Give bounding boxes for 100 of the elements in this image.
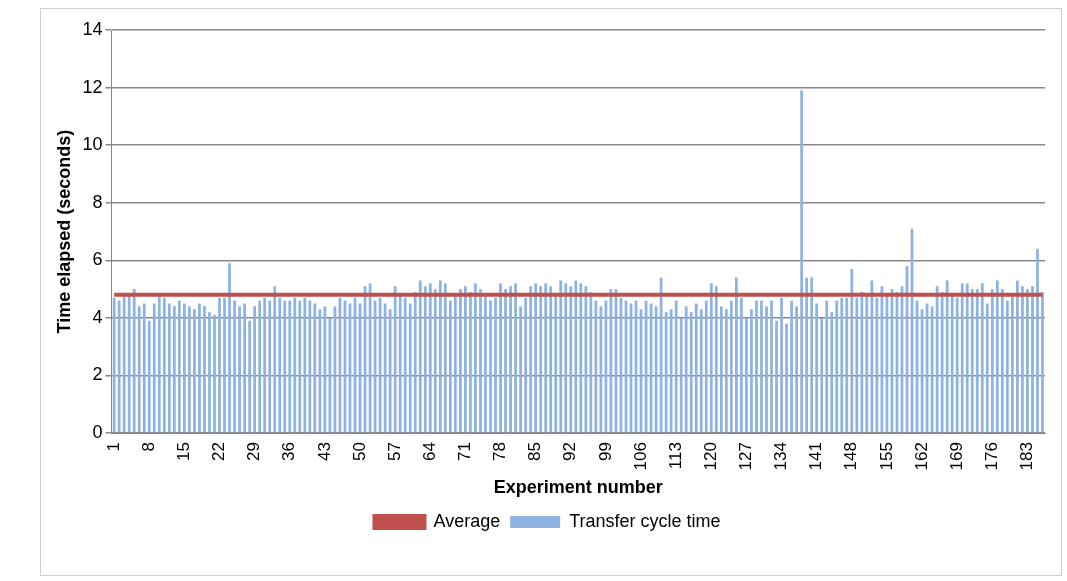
bar bbox=[122, 294, 126, 433]
bar bbox=[509, 286, 512, 433]
bar bbox=[765, 306, 768, 433]
bar bbox=[569, 286, 573, 433]
bar bbox=[273, 286, 277, 433]
bar bbox=[830, 312, 834, 433]
bar bbox=[1016, 280, 1019, 433]
bar bbox=[559, 280, 563, 433]
legend-label: Transfer cycle time bbox=[569, 510, 721, 531]
bar bbox=[719, 306, 723, 433]
bar bbox=[117, 300, 121, 433]
x-tick-label: 43 bbox=[314, 442, 334, 461]
bar bbox=[428, 283, 432, 433]
bar bbox=[152, 303, 156, 433]
bar bbox=[167, 303, 171, 433]
x-tick-label: 127 bbox=[736, 442, 756, 471]
y-tick-label: 4 bbox=[92, 306, 103, 327]
x-tick-label: 8 bbox=[138, 442, 158, 452]
bar bbox=[203, 306, 206, 433]
bar bbox=[137, 306, 141, 433]
bar bbox=[303, 297, 307, 433]
bar bbox=[514, 283, 517, 433]
bar bbox=[970, 289, 974, 433]
bar bbox=[453, 294, 457, 433]
bar bbox=[955, 297, 959, 433]
bar bbox=[810, 277, 814, 433]
bar bbox=[198, 303, 201, 433]
bar bbox=[549, 286, 553, 433]
bar bbox=[860, 291, 864, 433]
bar bbox=[669, 309, 673, 433]
bar bbox=[193, 309, 196, 433]
bar bbox=[398, 294, 402, 433]
bar bbox=[835, 300, 839, 433]
bar bbox=[589, 291, 593, 433]
bar bbox=[253, 306, 257, 433]
bar bbox=[699, 309, 703, 433]
bar bbox=[729, 300, 733, 433]
bar bbox=[464, 286, 467, 433]
bar bbox=[965, 283, 969, 433]
x-tick-label: 85 bbox=[525, 442, 545, 461]
bar bbox=[278, 297, 282, 433]
bar bbox=[664, 312, 668, 433]
bar bbox=[318, 309, 322, 433]
bar bbox=[750, 309, 753, 433]
bar bbox=[494, 297, 497, 433]
bar bbox=[1021, 286, 1024, 433]
bar bbox=[127, 294, 131, 433]
bar bbox=[413, 291, 417, 433]
x-tick-label: 176 bbox=[982, 442, 1001, 471]
x-tick-label: 64 bbox=[419, 442, 439, 461]
x-tick-label: 29 bbox=[244, 442, 264, 461]
bar bbox=[544, 283, 548, 433]
x-tick-label: 22 bbox=[209, 442, 229, 461]
bar bbox=[258, 300, 262, 433]
bar bbox=[554, 294, 558, 433]
bar bbox=[524, 297, 527, 433]
bar bbox=[865, 294, 869, 433]
x-tick-label: 15 bbox=[174, 442, 194, 461]
bar bbox=[805, 277, 809, 433]
bar bbox=[1005, 300, 1009, 433]
bar bbox=[740, 297, 743, 433]
y-tick-label: 14 bbox=[82, 18, 103, 39]
x-tick-label: 113 bbox=[665, 442, 685, 470]
x-tick-label: 169 bbox=[946, 442, 966, 471]
bar bbox=[283, 300, 287, 433]
bar bbox=[940, 291, 944, 433]
bar bbox=[474, 283, 477, 433]
bar bbox=[724, 309, 728, 433]
bar bbox=[1000, 289, 1004, 433]
x-tick-label: 36 bbox=[279, 442, 299, 461]
bar bbox=[248, 320, 251, 433]
y-tick-label: 0 bbox=[92, 422, 103, 442]
bar bbox=[704, 300, 708, 433]
bar bbox=[433, 289, 437, 433]
bar bbox=[388, 309, 392, 433]
bar bbox=[1011, 294, 1014, 433]
y-tick-label: 12 bbox=[82, 76, 103, 97]
y-tick-label: 2 bbox=[92, 364, 103, 385]
bar bbox=[980, 283, 984, 433]
x-tick-label: 57 bbox=[384, 442, 404, 461]
bar bbox=[218, 297, 221, 433]
bar bbox=[172, 306, 176, 433]
x-tick-label: 120 bbox=[700, 442, 720, 471]
bar bbox=[800, 90, 803, 433]
bar bbox=[162, 297, 166, 433]
bar bbox=[298, 300, 302, 433]
bar bbox=[243, 303, 246, 433]
bar bbox=[288, 300, 292, 433]
bar bbox=[313, 303, 317, 433]
bar bbox=[714, 286, 718, 433]
bar bbox=[820, 317, 824, 433]
bar bbox=[132, 289, 136, 433]
bar bbox=[177, 300, 181, 433]
bar bbox=[694, 303, 698, 433]
bar bbox=[574, 280, 578, 433]
x-tick-label: 71 bbox=[455, 442, 475, 461]
bar bbox=[795, 306, 798, 433]
bar bbox=[479, 289, 482, 433]
bar bbox=[308, 300, 312, 433]
bar bbox=[469, 291, 472, 433]
